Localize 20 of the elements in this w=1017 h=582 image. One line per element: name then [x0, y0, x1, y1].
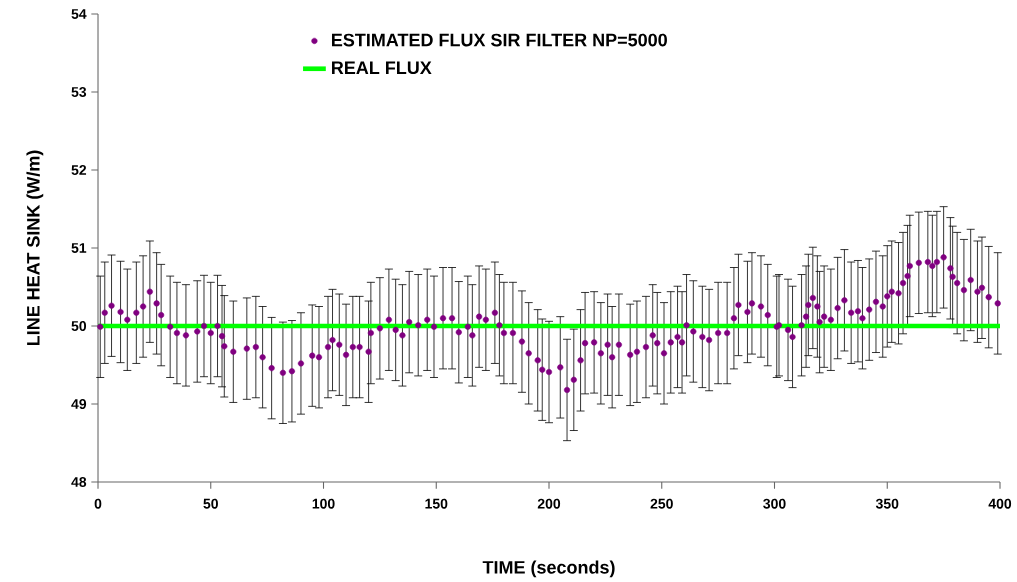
y-tick-label: 54: [71, 9, 87, 20]
y-tick-label: 53: [71, 87, 87, 98]
x-tick-label: 400: [988, 498, 1012, 509]
y-tick-label: 48: [71, 477, 87, 488]
x-axis-title: TIME (seconds): [482, 560, 615, 578]
x-tick-label: 250: [650, 498, 673, 509]
y-tick-label: 50: [71, 321, 87, 332]
x-tick-label: 350: [875, 498, 899, 509]
legend-label: ESTIMATED FLUX SIR FILTER NP=5000: [332, 33, 667, 47]
x-tick-label: 150: [425, 498, 448, 509]
y-tick-label: 52: [71, 165, 87, 176]
x-tick-label: 100: [312, 498, 335, 509]
legend-label: REAL FLUX: [332, 61, 432, 75]
y-tick-label: 51: [71, 243, 87, 254]
y-axis-title: LINE HEAT SINK (W/m): [26, 150, 44, 346]
x-tick-label: 300: [763, 498, 786, 509]
y-tick-label: 49: [71, 399, 87, 410]
x-tick-label: 50: [203, 498, 218, 509]
x-tick-label: 200: [537, 498, 561, 509]
x-tick-label: 0: [94, 498, 102, 509]
